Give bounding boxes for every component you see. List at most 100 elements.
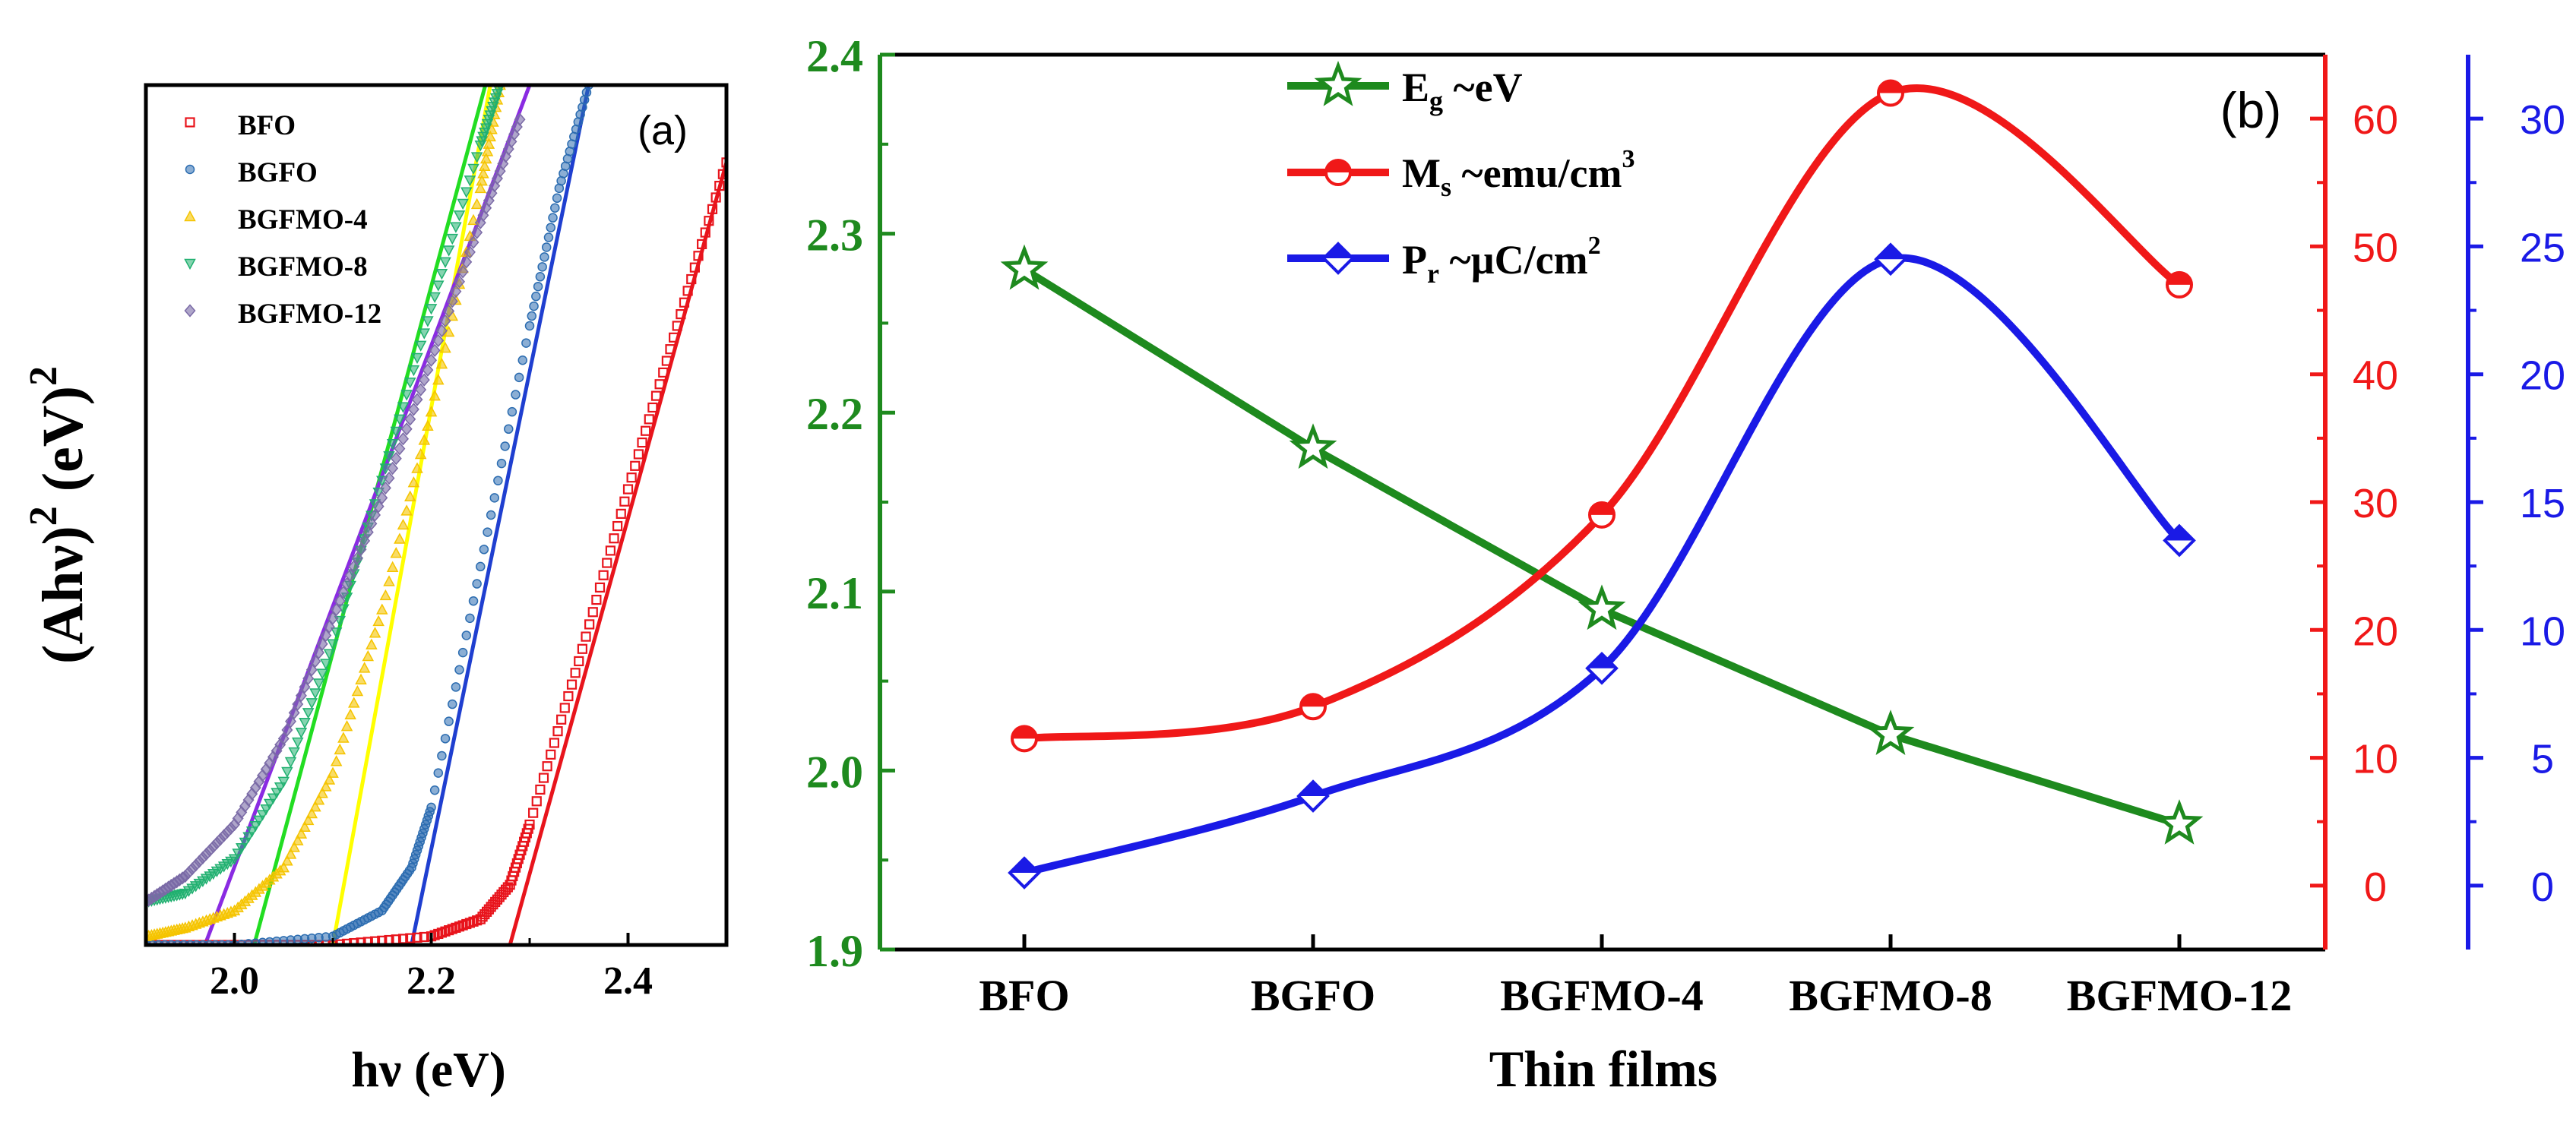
panel-b-markers bbox=[1000, 79, 2204, 890]
data-point bbox=[404, 490, 416, 501]
data-point bbox=[285, 715, 297, 728]
right2-y-tick-label: 0 bbox=[2531, 864, 2554, 910]
data-point bbox=[295, 689, 307, 703]
data-point bbox=[292, 737, 304, 749]
left-y-tick-label: 1.9 bbox=[806, 926, 863, 976]
series-line-1 bbox=[1021, 84, 2183, 743]
data-point bbox=[425, 304, 438, 315]
data-point bbox=[277, 776, 290, 788]
x-tick-label: 2.0 bbox=[210, 959, 259, 1003]
data-point bbox=[450, 285, 462, 299]
data-point bbox=[602, 558, 612, 568]
data-point bbox=[641, 425, 651, 436]
data-point bbox=[312, 678, 325, 690]
data-point bbox=[369, 936, 381, 945]
data-point bbox=[693, 251, 704, 261]
series-line-0 bbox=[1021, 265, 2183, 829]
panel-a-y-axis-label: (Ahν)2 (eV)2 bbox=[22, 366, 95, 664]
data-point bbox=[483, 137, 495, 149]
data-point bbox=[323, 649, 336, 660]
data-point bbox=[316, 637, 328, 651]
data-point bbox=[486, 510, 496, 520]
data-point bbox=[465, 613, 475, 624]
legend-label-pr: Pr ~µC/cm2 bbox=[1402, 232, 1601, 289]
series-0-point-bgfmo-8 bbox=[1866, 709, 1915, 755]
data-point bbox=[414, 340, 427, 352]
data-point bbox=[439, 341, 451, 353]
right2-y-tick-label: 25 bbox=[2520, 225, 2565, 270]
data-point bbox=[302, 708, 315, 719]
data-point bbox=[511, 390, 521, 400]
data-point bbox=[550, 203, 560, 213]
data-point bbox=[468, 596, 479, 606]
right1-y-tick-label: 60 bbox=[2353, 97, 2398, 143]
data-point bbox=[612, 520, 623, 532]
data-point bbox=[540, 252, 549, 262]
series-2-point-bgfmo-4 bbox=[1585, 651, 1619, 685]
data-point bbox=[476, 561, 486, 572]
right2-y-tick-label: 30 bbox=[2520, 97, 2565, 143]
data-point bbox=[376, 491, 388, 505]
data-point bbox=[496, 458, 507, 469]
data-point bbox=[707, 204, 718, 214]
data-point bbox=[429, 292, 441, 304]
data-point bbox=[397, 432, 410, 446]
data-point bbox=[633, 449, 644, 460]
data-point bbox=[309, 800, 321, 812]
data-point bbox=[404, 378, 416, 389]
fit-line-bgfo bbox=[410, 85, 591, 945]
data-point bbox=[327, 611, 339, 625]
data-point bbox=[400, 504, 413, 516]
series-1-point-bgfmo-4 bbox=[1588, 501, 1616, 529]
data-point bbox=[292, 697, 304, 711]
data-point bbox=[500, 441, 510, 451]
data-point bbox=[316, 668, 328, 680]
data-point bbox=[309, 688, 321, 700]
data-point bbox=[446, 233, 459, 245]
legend-marker-bgfmo-12 bbox=[184, 304, 196, 318]
data-point bbox=[457, 647, 468, 658]
data-point bbox=[299, 680, 311, 694]
data-point bbox=[426, 802, 436, 813]
panel-b-label: (b) bbox=[2220, 82, 2282, 138]
series-1-point-bgfo bbox=[1299, 693, 1327, 721]
right1-y-tick-label: 10 bbox=[2353, 737, 2398, 782]
data-point bbox=[552, 193, 562, 204]
data-point bbox=[397, 934, 409, 944]
series-1-point-bgfmo-12 bbox=[2166, 270, 2193, 299]
right2-y-tick-label: 20 bbox=[2520, 353, 2565, 399]
data-point bbox=[450, 222, 462, 233]
data-point bbox=[448, 699, 457, 709]
data-point bbox=[429, 785, 440, 795]
data-point bbox=[535, 784, 546, 795]
panel-b: 1.9 2.0 2.1 2.2 2.3 2.4 0 10 20 30 40 50 60 0 5 10 15 20 2… bbox=[806, 31, 2565, 1098]
data-point bbox=[444, 716, 454, 726]
data-point bbox=[435, 358, 448, 369]
data-point bbox=[616, 508, 626, 519]
series-bgfo bbox=[146, 85, 593, 945]
data-point bbox=[658, 367, 669, 378]
data-point bbox=[351, 551, 363, 565]
data-point bbox=[531, 796, 542, 807]
data-point bbox=[355, 673, 367, 684]
data-point bbox=[697, 239, 707, 250]
data-point bbox=[524, 819, 535, 830]
data-point bbox=[717, 169, 726, 179]
data-point bbox=[379, 481, 391, 495]
data-point bbox=[574, 656, 584, 667]
panel-a-x-axis-label: hν (eV) bbox=[351, 1042, 506, 1098]
data-point bbox=[556, 714, 567, 725]
right1-y-tick-label: 0 bbox=[2364, 864, 2387, 910]
data-point bbox=[407, 365, 420, 377]
data-point bbox=[626, 472, 637, 483]
data-point bbox=[467, 235, 479, 249]
data-point bbox=[312, 794, 325, 805]
x-tick-label: 2.4 bbox=[603, 959, 653, 1003]
legend-label-bfo: BFO bbox=[238, 110, 296, 141]
series-2-point-bgfmo-12 bbox=[2163, 523, 2196, 558]
data-point bbox=[358, 662, 371, 673]
data-point bbox=[704, 216, 714, 226]
right1-y-tick-label: 30 bbox=[2353, 481, 2398, 526]
panel-a-frame bbox=[144, 83, 729, 947]
data-point bbox=[577, 643, 587, 654]
